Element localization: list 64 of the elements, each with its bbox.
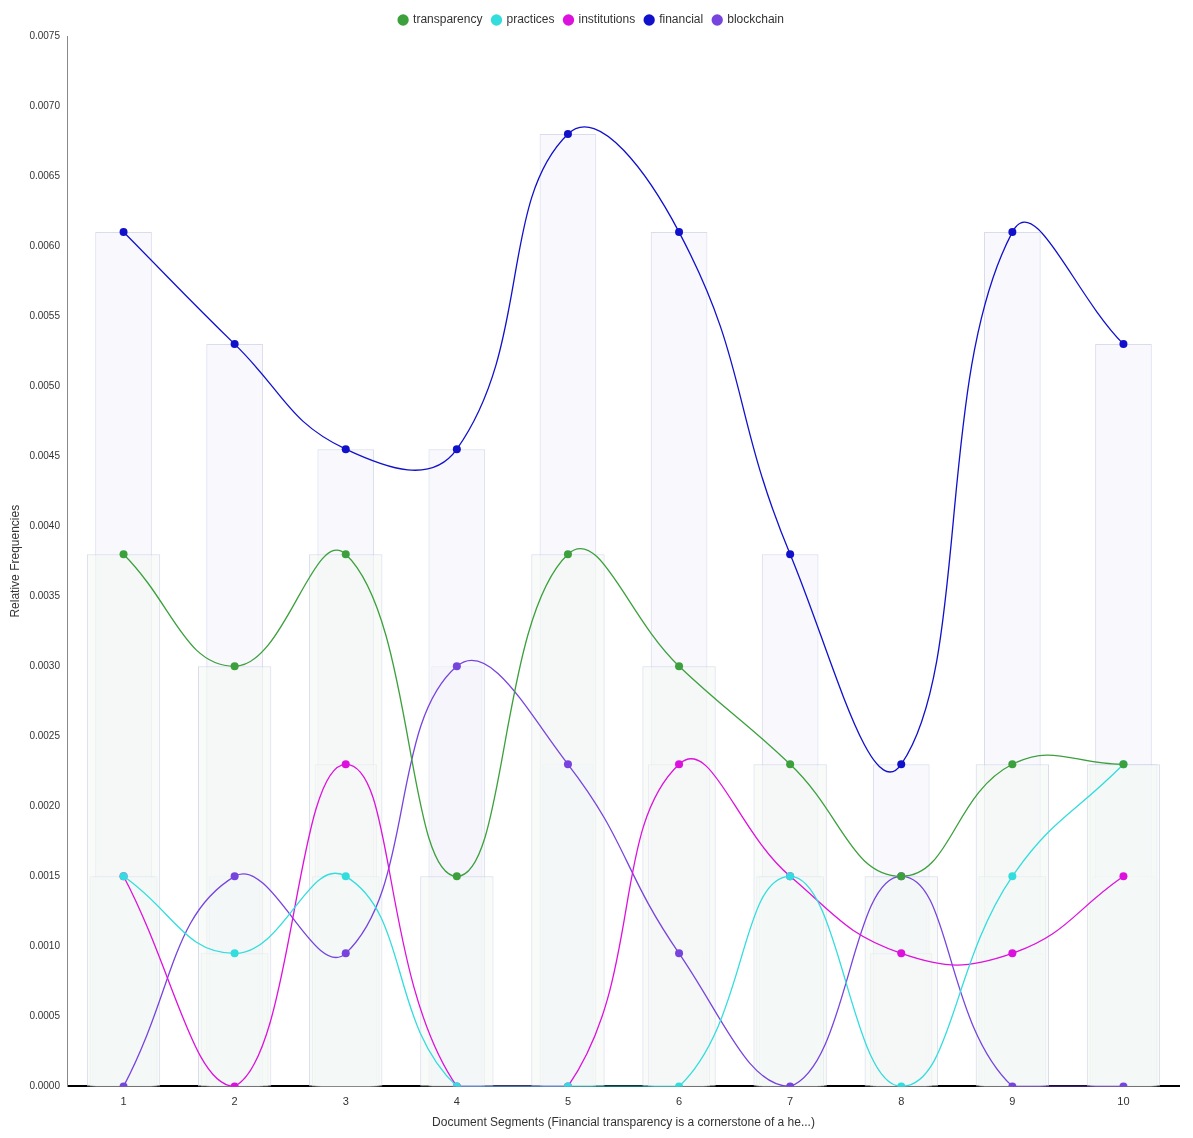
y-axis-title: Relative Frequencies <box>7 504 22 618</box>
legend-label: blockchain <box>727 12 784 27</box>
point <box>119 550 128 559</box>
x-tick-label: 4 <box>453 1095 460 1108</box>
y-tick-label: 0.0025 <box>29 730 61 742</box>
x-tick-label: 9 <box>1009 1095 1016 1108</box>
y-tick-label: 0.0030 <box>29 659 61 671</box>
x-tick-label: 1 <box>120 1095 127 1108</box>
point <box>1008 760 1017 769</box>
legend-label: transparency <box>413 12 483 27</box>
y-tick-label: 0.0055 <box>29 309 61 321</box>
point <box>563 130 572 139</box>
y-tick-label: 0.0070 <box>29 99 61 111</box>
legend-label: financial <box>659 12 704 27</box>
point <box>675 662 684 671</box>
x-tick-label: 6 <box>675 1095 683 1108</box>
point <box>1008 228 1017 237</box>
point <box>675 760 684 769</box>
point <box>341 872 350 881</box>
point <box>452 872 461 881</box>
point <box>675 228 684 237</box>
point <box>897 760 906 769</box>
y-tick-label: 0.0015 <box>29 870 61 882</box>
point <box>452 445 461 454</box>
point <box>341 550 350 559</box>
point <box>230 662 239 671</box>
y-tick-label: 0.0000 <box>29 1080 61 1092</box>
point <box>1119 340 1128 349</box>
point <box>1008 949 1017 958</box>
y-tick-label: 0.0005 <box>29 1010 61 1022</box>
point <box>563 550 572 559</box>
point <box>897 949 906 958</box>
y-tick-label: 0.0065 <box>29 169 61 181</box>
y-tick-label: 0.0020 <box>29 800 61 812</box>
point <box>119 228 128 237</box>
point <box>230 340 239 349</box>
point <box>563 760 572 769</box>
x-tick-label: 5 <box>564 1095 571 1108</box>
legend-label: practices <box>506 12 555 27</box>
y-tick-label: 0.0075 <box>29 29 61 41</box>
legend-label: institutions <box>578 12 636 27</box>
point <box>786 550 795 559</box>
y-tick-label: 0.0010 <box>29 940 61 952</box>
point <box>675 949 684 958</box>
point <box>1119 872 1128 881</box>
x-axis-title: Document Segments (Financial transparency is a cornerstone of a he...) <box>432 1115 815 1130</box>
point <box>1008 872 1017 881</box>
point <box>341 760 350 769</box>
y-tick-label: 0.0060 <box>29 239 61 251</box>
y-tick-label: 0.0045 <box>29 449 61 461</box>
point <box>230 949 239 958</box>
x-tick-label: 2 <box>231 1095 238 1108</box>
y-tick-label: 0.0035 <box>29 589 61 601</box>
x-tick-label: 10 <box>1117 1095 1130 1108</box>
point <box>452 662 461 671</box>
y-tick-label: 0.0050 <box>29 379 61 391</box>
x-tick-label: 3 <box>342 1095 349 1108</box>
x-tick-label: 7 <box>787 1095 794 1108</box>
point <box>230 872 239 881</box>
y-tick-label: 0.0040 <box>29 519 61 531</box>
x-tick-label: 8 <box>898 1095 905 1108</box>
point <box>786 760 795 769</box>
point <box>341 949 350 958</box>
point <box>341 445 350 454</box>
